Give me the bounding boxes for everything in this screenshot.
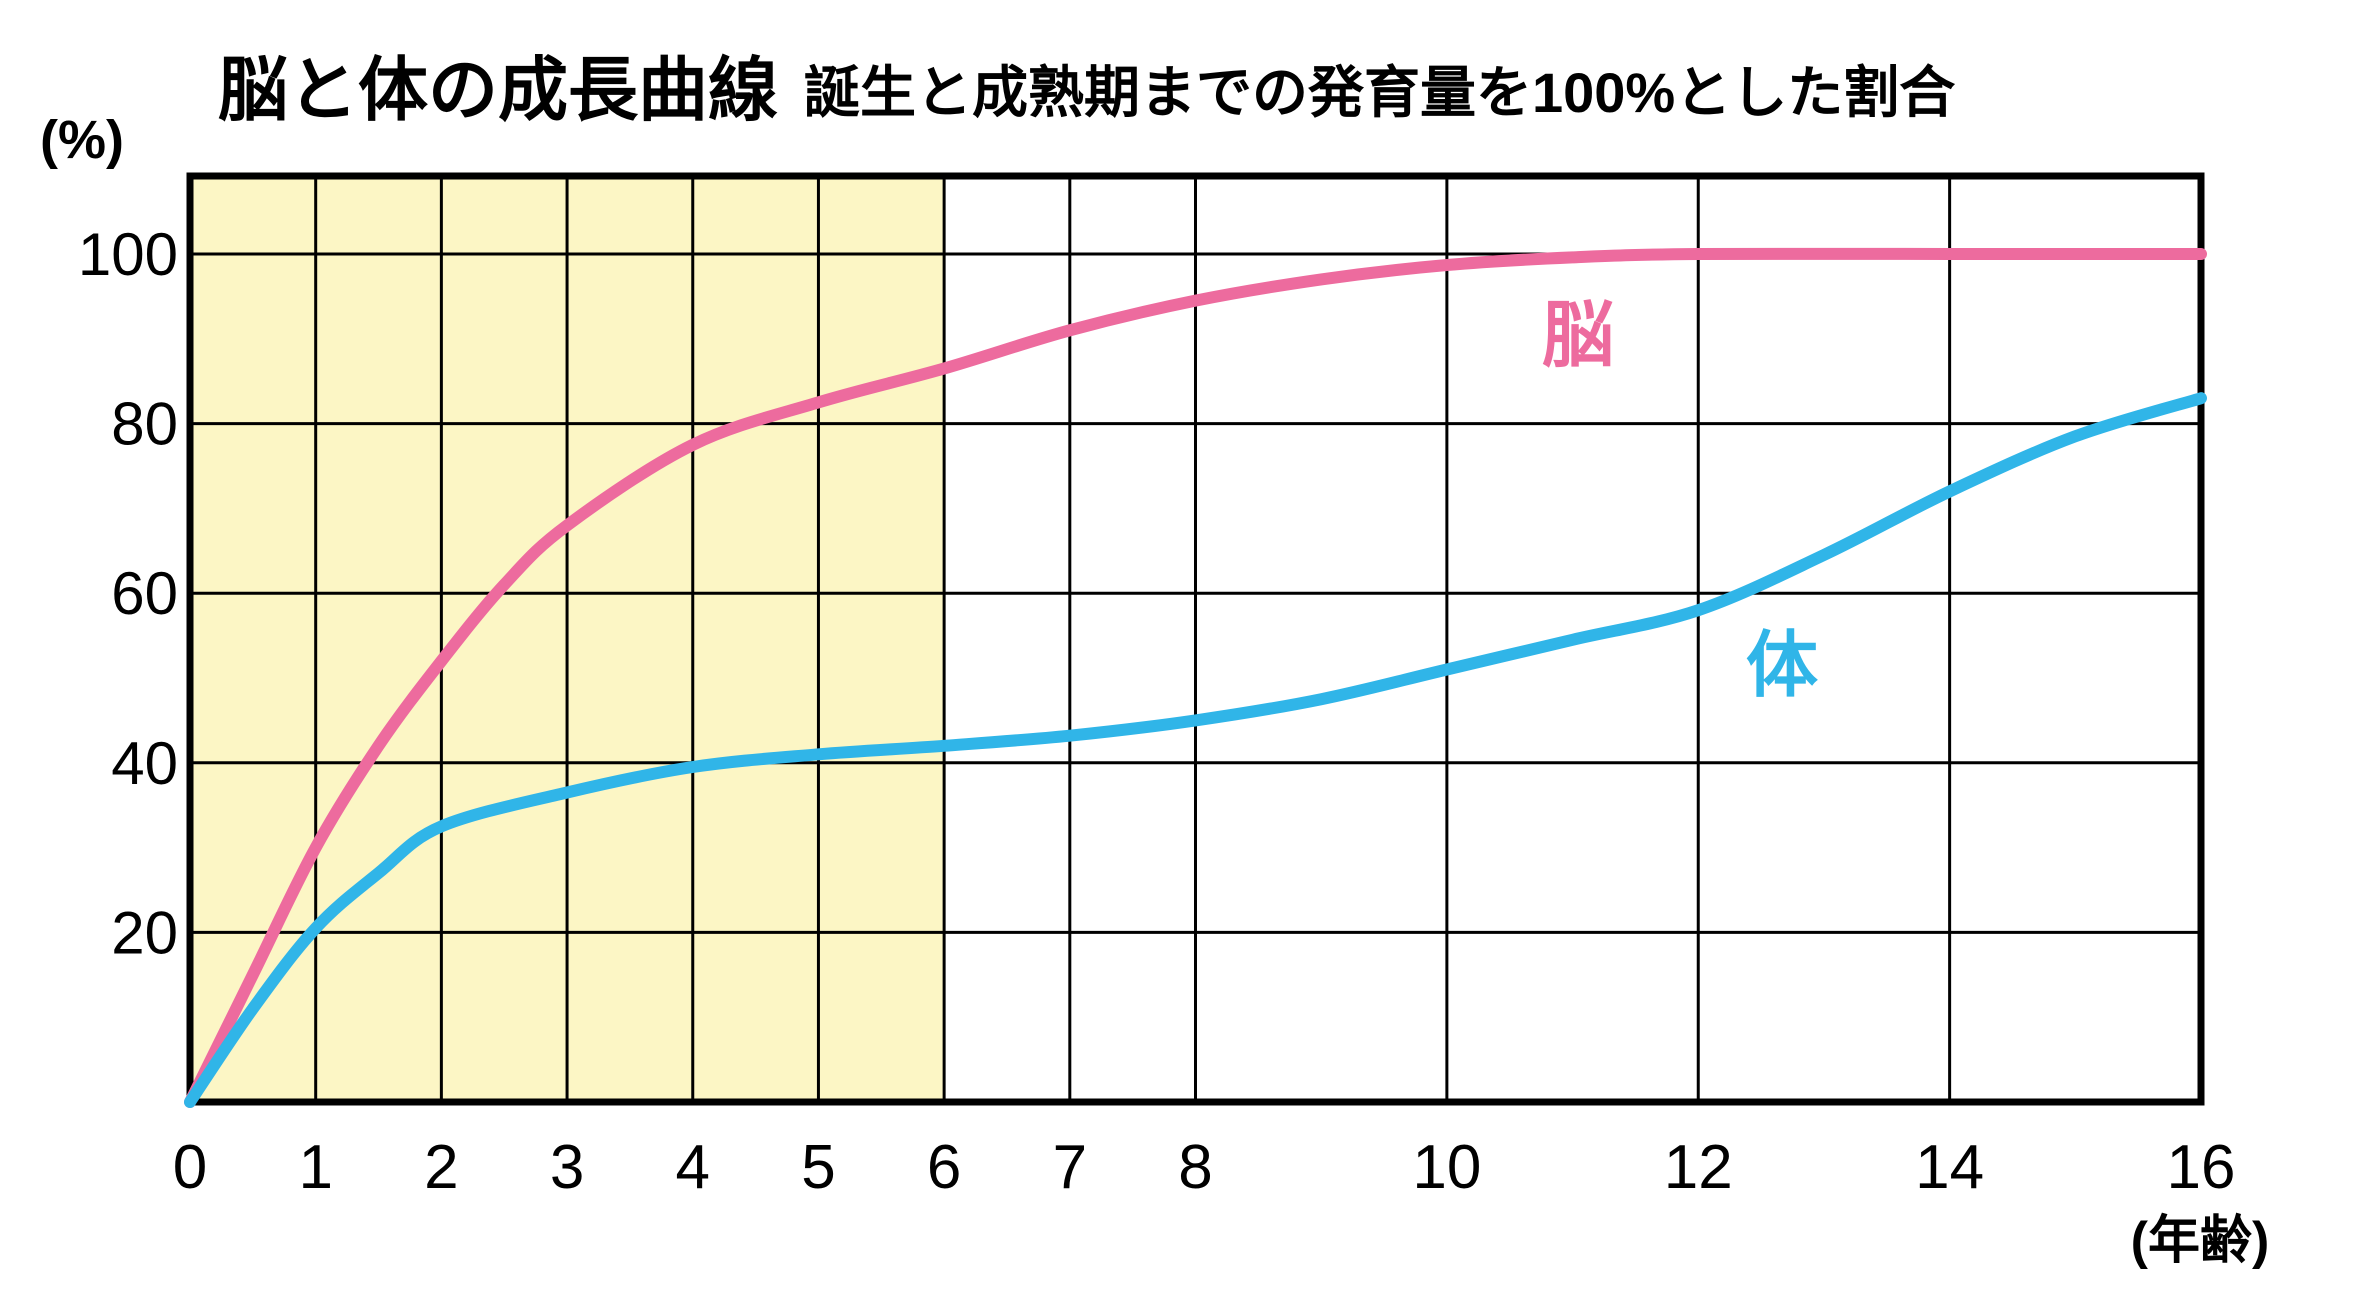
x-tick-label: 14 [1915,1133,1984,1202]
y-tick-label: 20 [111,899,178,966]
plot-border [186,172,2205,1106]
x-tick-label: 5 [801,1133,835,1202]
x-tick-label: 10 [1412,1133,1481,1202]
x-tick-label: 3 [550,1133,584,1202]
x-tick-label: 8 [1178,1133,1212,1202]
y-tick-label: 80 [111,391,178,458]
x-axis-unit-label: (年齢) [2131,1212,2270,1270]
plot-border-rect [186,172,2205,1106]
brain-series-label: 脳 [1542,296,1614,376]
body-curve [184,392,2207,1108]
gridlines [190,176,2201,1102]
chart-title: 脳と体の成長曲線 [218,51,778,129]
x-tick-label: 16 [2167,1133,2236,1202]
x-tick-label: 6 [927,1133,961,1202]
curves [184,247,2207,1108]
y-tick-label: 100 [78,221,178,288]
y-tick-label: 40 [111,730,178,797]
x-tick-label: 1 [298,1133,332,1202]
x-tick-label: 7 [1053,1133,1087,1202]
x-tick-label: 12 [1664,1133,1733,1202]
chart-subtitle: 誕生と成熟期までの発育量を100%とした割合 [804,61,1955,124]
y-axis-unit-label: (%) [40,110,124,170]
brain-curve [184,247,2207,1108]
y-tick-label: 60 [111,560,178,627]
x-tick-label: 2 [424,1133,458,1202]
x-tick-label: 0 [173,1133,207,1202]
body-series-label: 体 [1746,626,1818,706]
x-tick-label: 4 [676,1133,710,1202]
